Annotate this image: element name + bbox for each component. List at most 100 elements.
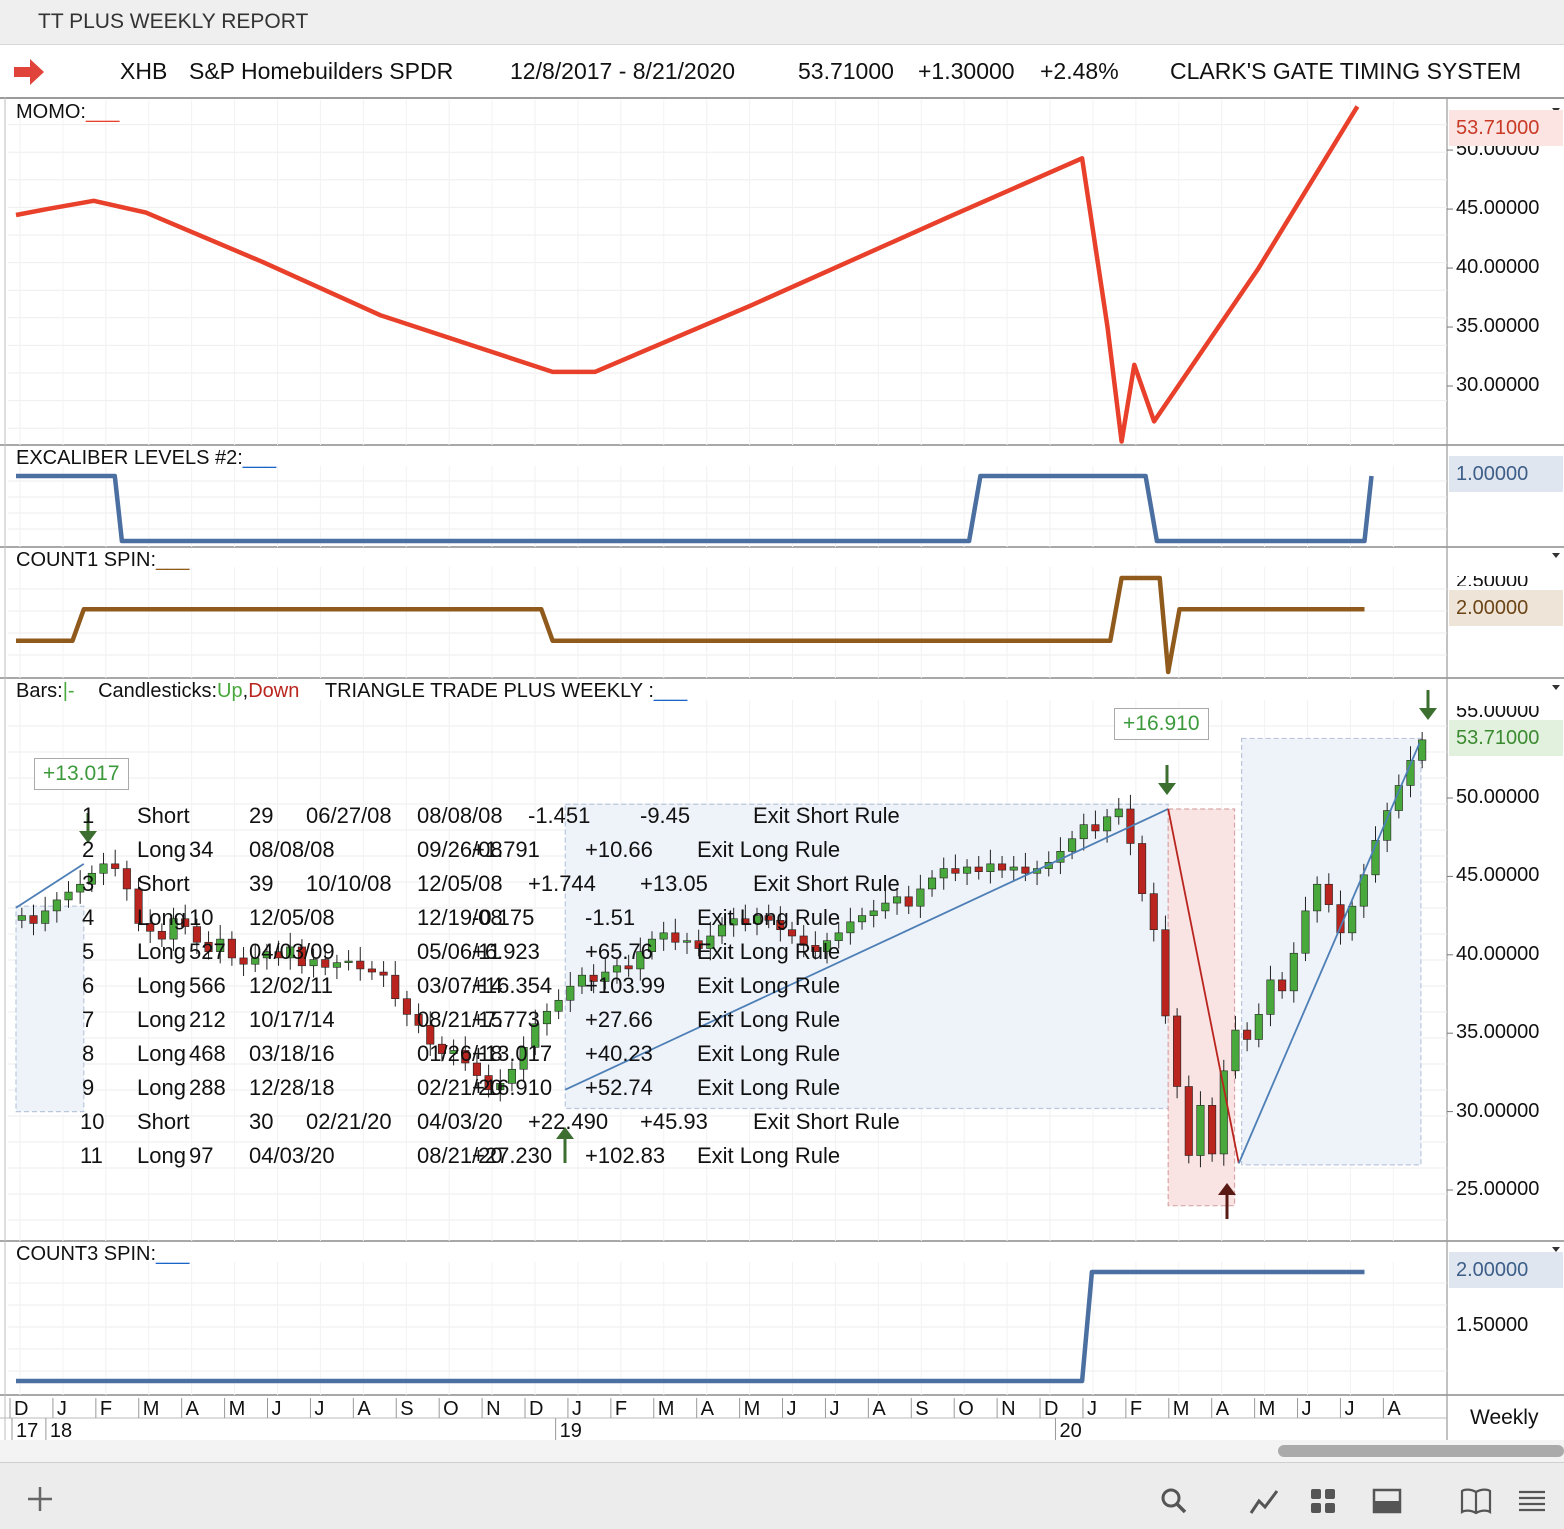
- x-axis-month: J: [786, 1398, 797, 1420]
- candle-down: [437, 1043, 446, 1054]
- trade-pct: +45.93: [640, 1109, 708, 1134]
- candle-down: [589, 974, 598, 982]
- trade-pct: +10.66: [585, 837, 653, 862]
- price-axis-tick: 45.00000: [1456, 864, 1540, 887]
- candle-up: [1371, 840, 1380, 876]
- candle-down: [624, 965, 633, 970]
- candle-down: [1243, 1029, 1252, 1040]
- trade-exit: 12/05/08: [417, 871, 503, 896]
- candle-up: [41, 910, 50, 924]
- candle-down: [787, 929, 797, 937]
- trade-rule: Exit Long Rule: [697, 939, 841, 964]
- trade-num: 3: [82, 871, 95, 896]
- trade-pct: -1.51: [585, 905, 636, 930]
- candle-down: [111, 863, 120, 869]
- candle-down: [204, 941, 213, 952]
- arrow-right-icon[interactable]: [14, 59, 44, 85]
- trade-exit: 09/26/08: [417, 837, 503, 862]
- x-axis-month: J: [829, 1398, 840, 1420]
- line-chart-icon[interactable]: [1249, 1487, 1279, 1515]
- scrollbar-track: [0, 1440, 1564, 1462]
- candle-up: [612, 965, 622, 973]
- price-panel-legend: Bars:|- Candlesticks:Up,Down TRIANGLE TR…: [16, 680, 688, 702]
- grid-layout-icon[interactable]: [1309, 1487, 1337, 1515]
- symbol-info-bar: XHB S&P Homebuilders SPDR 12/8/2017 - 8/…: [0, 45, 1564, 99]
- trade-region-long: [564, 803, 1169, 1110]
- count1-line: [16, 575, 1365, 675]
- trade-pct: +13.05: [640, 871, 708, 896]
- candle-down: [414, 1014, 423, 1026]
- trade-pct: +40.23: [585, 1041, 653, 1066]
- candle-up: [286, 946, 295, 959]
- candle-down: [29, 915, 38, 924]
- candle-up: [52, 899, 61, 912]
- candle-up: [916, 888, 925, 907]
- momo-line: [15, 105, 1360, 444]
- search-icon[interactable]: [1160, 1487, 1188, 1515]
- x-axis-month: M: [657, 1398, 675, 1420]
- candle-up: [507, 1068, 516, 1084]
- candle-down: [1161, 929, 1170, 1017]
- menu-icon[interactable]: [1517, 1489, 1547, 1513]
- price-current-value: 53.71000: [1449, 720, 1563, 756]
- x-axis-month: A: [1215, 1398, 1230, 1420]
- timeframe-label[interactable]: Weekly: [1470, 1406, 1539, 1429]
- candle-down: [799, 935, 808, 946]
- trade-rule: Exit Short Rule: [753, 1109, 900, 1134]
- candle-up: [566, 985, 575, 1001]
- candle-down: [367, 968, 376, 973]
- book-icon[interactable]: [1460, 1487, 1492, 1515]
- plus-icon[interactable]: [26, 1485, 54, 1513]
- chart-canvas[interactable]: [0, 0, 1564, 1462]
- x-axis-month: F: [614, 1398, 628, 1420]
- trade-bars: 34: [189, 837, 214, 862]
- candle-down: [811, 945, 820, 952]
- candle-down: [122, 868, 131, 890]
- x-axis-month: N: [486, 1398, 501, 1420]
- momo-panel-label: MOMO:___: [16, 101, 120, 123]
- candle-up: [869, 910, 878, 916]
- exit-arrow: [1419, 708, 1437, 720]
- excaliber-current-value: 1.00000: [1449, 456, 1563, 492]
- trade-rule: Exit Long Rule: [697, 1007, 841, 1032]
- trade-pct: +102.83: [585, 1143, 666, 1168]
- candle-up: [309, 959, 318, 967]
- trade-side: Long: [137, 1007, 186, 1032]
- x-axis-month: M: [1258, 1398, 1276, 1420]
- trade-rule: Exit Long Rule: [697, 1143, 841, 1168]
- candle-up: [1009, 866, 1018, 871]
- trade-num: 5: [82, 939, 95, 964]
- panel-layout-icon[interactable]: [1372, 1487, 1402, 1515]
- trade-num: 2: [82, 837, 95, 862]
- x-axis-month: O: [443, 1398, 459, 1420]
- candle-up: [17, 915, 26, 921]
- trade-side: Short: [137, 871, 190, 896]
- count3-current-value: 2.00000: [1449, 1252, 1563, 1288]
- price-change: +1.30000: [918, 58, 1015, 84]
- entry-arrow: [1218, 1183, 1236, 1195]
- x-axis-month: A: [700, 1398, 715, 1420]
- count1-panel-label: COUNT1 SPIN:___: [16, 549, 190, 571]
- system-name: CLARK'S GATE TIMING SYSTEM: [1170, 58, 1522, 84]
- candle-up: [169, 918, 178, 940]
- candle-up: [1348, 905, 1357, 934]
- trade-num: 10: [80, 1109, 105, 1134]
- trade-num: 11: [80, 1143, 103, 1168]
- trade-profit-callout: +13.017: [34, 758, 129, 790]
- candle-up: [251, 957, 260, 965]
- trade-num: 1: [82, 803, 95, 828]
- candle-down: [461, 1050, 470, 1064]
- x-axis-year: 17: [16, 1420, 39, 1442]
- trade-bars: 39: [249, 871, 274, 896]
- exit-arrow: [79, 831, 97, 843]
- price-clipped-tick: 55.00000: [1456, 706, 1540, 717]
- trade-exit: 12/19/08: [417, 905, 503, 930]
- count3-axis-tick: 1.50000: [1456, 1314, 1529, 1336]
- candle-up: [1114, 808, 1123, 818]
- candle-up: [542, 1010, 551, 1025]
- trade-pnl: +13.017: [472, 1041, 553, 1066]
- momo-axis-tick: 40.00000: [1456, 256, 1540, 279]
- candle-down: [741, 918, 750, 924]
- candle-up: [531, 1023, 540, 1048]
- candle-up: [1418, 739, 1427, 761]
